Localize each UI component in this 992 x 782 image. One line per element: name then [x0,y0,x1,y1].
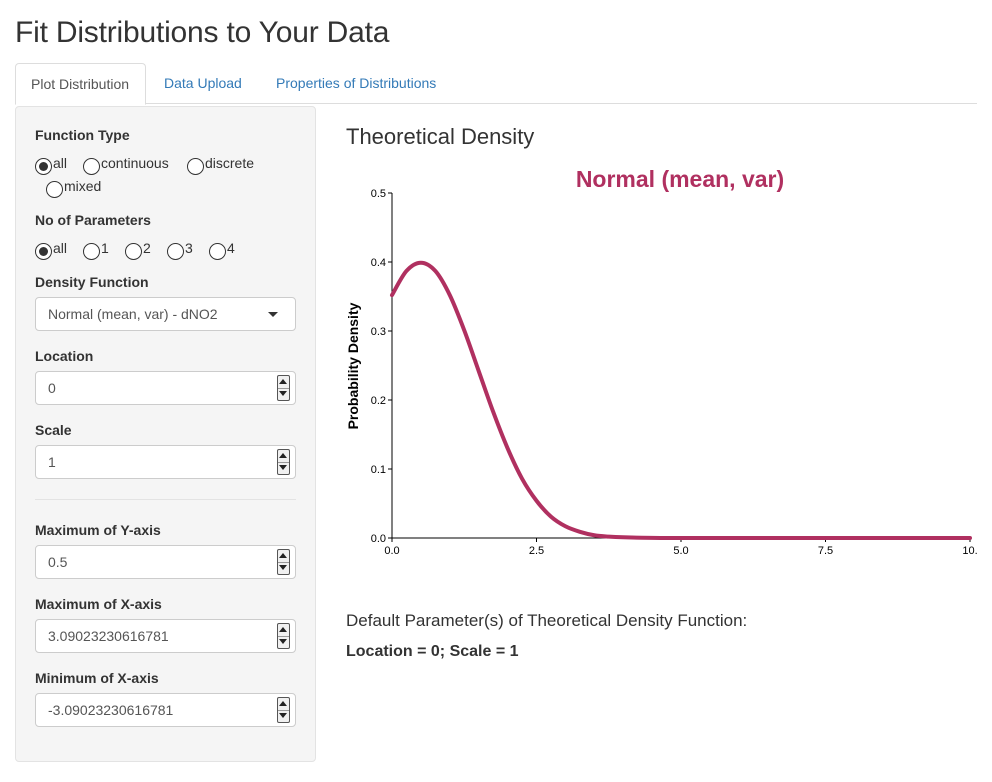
spin-up-icon[interactable] [278,450,289,463]
max-x-value: 3.09023230616781 [48,628,169,644]
y-tick-label: 0.4 [371,257,386,269]
x-tick-label: 10. [962,545,977,557]
radio-unchecked-icon [209,243,226,260]
scale-spinner[interactable] [277,449,290,475]
density-function-label: Density Function [35,274,149,290]
min-x-spinner[interactable] [277,697,290,723]
radio-unchecked-icon [83,243,100,260]
y-tick-label: 0.3 [371,326,386,338]
chevron-down-icon [268,312,278,317]
density-curve-line [390,260,972,541]
spin-down-icon[interactable] [278,636,289,648]
spin-down-icon[interactable] [278,562,289,574]
sidebar-panel: Function Type all continuous discrete mi… [15,106,316,762]
spin-down-icon[interactable] [278,462,289,474]
location-label: Location [35,348,94,364]
y-axis-label: Probability Density [345,302,361,429]
min-x-value: -3.09023230616781 [48,702,174,718]
radio-checked-icon [35,243,52,260]
tab-properties-of-distributions[interactable]: Properties of Distributions [276,75,437,91]
y-tick-label: 0.5 [371,188,386,200]
x-tick-label: 5.0 [673,545,688,557]
radio-unchecked-icon [167,243,184,260]
max-y-input[interactable]: 0.5 [35,545,296,579]
chart-title: Normal (mean, var) [576,166,784,192]
chart-series-layer [390,260,972,541]
scale-input[interactable]: 1 [35,445,296,479]
y-tick-label: 0.1 [371,464,386,476]
radio-unchecked-icon [83,158,100,175]
radio-unchecked-icon [46,181,63,198]
app-title: Fit Distributions to Your Data [15,16,390,49]
density-function-select[interactable]: Normal (mean, var) - dNO2 [35,297,296,331]
tab-plot-distribution[interactable]: Plot Distribution [15,63,146,105]
radio-unchecked-icon [187,158,204,175]
min-x-label: Minimum of X-axis [35,670,159,686]
max-y-spinner[interactable] [277,549,290,575]
tab-bar: Plot Distribution Data Upload Properties… [15,63,977,105]
spin-up-icon[interactable] [278,698,289,711]
spin-up-icon[interactable] [278,376,289,389]
max-y-value: 0.5 [48,554,68,570]
location-input[interactable]: 0 [35,371,296,405]
param-heading: Default Parameter(s) of Theoretical Dens… [346,611,748,630]
scale-label: Scale [35,422,72,438]
density-plot: Normal (mean, var) Probability Density 0… [345,166,978,557]
location-spinner[interactable] [277,375,290,401]
num-params-label: No of Parameters [35,212,151,228]
max-x-input[interactable]: 3.09023230616781 [35,619,296,653]
max-x-spinner[interactable] [277,623,290,649]
param-values: Location = 0; Scale = 1 [346,643,519,660]
radio-checked-icon [35,158,52,175]
y-tick-label: 0.2 [371,395,386,407]
main-heading: Theoretical Density [346,124,535,149]
sidebar-divider [35,499,296,500]
x-tick-label: 7.5 [818,545,833,557]
min-x-input[interactable]: -3.09023230616781 [35,693,296,727]
tab-data-upload[interactable]: Data Upload [164,75,242,91]
density-function-value: Normal (mean, var) - dNO2 [48,306,218,322]
chart-axes: 0.0 0.1 0.2 0.3 0.4 0.5 0.0 2.5 5.0 7.5 10. [371,188,978,557]
max-x-label: Maximum of X-axis [35,596,162,612]
spin-down-icon[interactable] [278,388,289,400]
spin-up-icon[interactable] [278,550,289,563]
function-type-label: Function Type [35,127,130,143]
spin-down-icon[interactable] [278,710,289,722]
scale-value: 1 [48,454,56,470]
x-tick-label: 0.0 [384,545,399,557]
radio-unchecked-icon [125,243,142,260]
y-tick-label: 0.0 [371,533,386,545]
location-value: 0 [48,380,56,396]
max-y-label: Maximum of Y-axis [35,522,161,538]
x-tick-label: 2.5 [529,545,544,557]
spin-up-icon[interactable] [278,624,289,637]
